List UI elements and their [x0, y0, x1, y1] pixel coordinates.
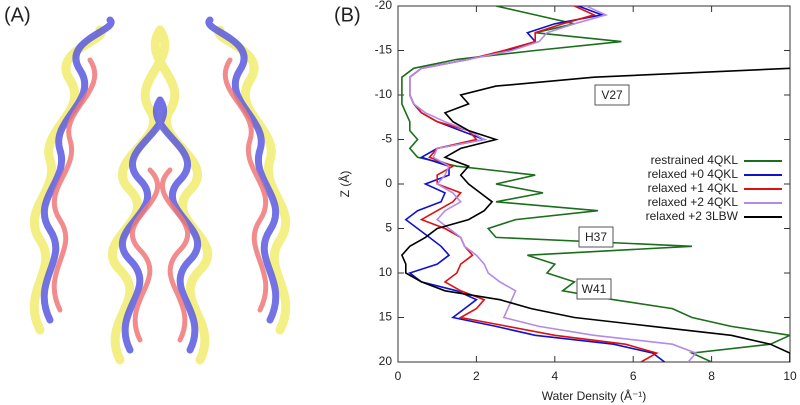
x-tick-label: 6	[630, 369, 637, 383]
panel-label: (A)	[4, 4, 31, 26]
annotation: W41	[582, 282, 607, 296]
y-tick-label: 5	[385, 221, 392, 235]
legend-label: relaxed +1 4QKL	[648, 181, 739, 195]
y-tick-label: -15	[375, 43, 393, 57]
annotation-box	[576, 278, 612, 300]
annotation: V27	[601, 88, 623, 102]
y-tick-label: -20	[375, 0, 393, 12]
y-tick-label: -10	[375, 87, 393, 101]
y-tick-label: 15	[379, 310, 393, 324]
legend-label: relaxed +2 4QKL	[648, 195, 739, 209]
y-tick-label: 20	[379, 354, 393, 368]
annotation-box	[578, 226, 614, 248]
axis-label: Water Density (Å⁻¹)	[542, 388, 647, 403]
annotation: H37	[585, 230, 607, 244]
protein-image	[29, 16, 291, 365]
legend-label: relaxed +0 4QKL	[648, 167, 739, 181]
annotation-box	[594, 84, 630, 106]
x-tick-label: 4	[551, 369, 558, 383]
x-tick-label: 0	[395, 369, 402, 383]
x-tick-label: 8	[708, 369, 715, 383]
y-tick-label: 0	[385, 176, 392, 190]
x-tick-label: 10	[783, 369, 797, 383]
panel-label: (B)	[334, 4, 361, 26]
axis-label: Z (Å)	[337, 171, 352, 198]
y-tick-label: 10	[379, 265, 393, 279]
x-tick-label: 2	[473, 369, 480, 383]
data-line	[400, 67, 790, 362]
data-line	[401, 6, 790, 362]
legend-label: relaxed +2 3LBW	[646, 209, 739, 223]
legend-label: restrained 4QKL	[651, 153, 739, 167]
y-tick-label: -5	[381, 132, 392, 146]
